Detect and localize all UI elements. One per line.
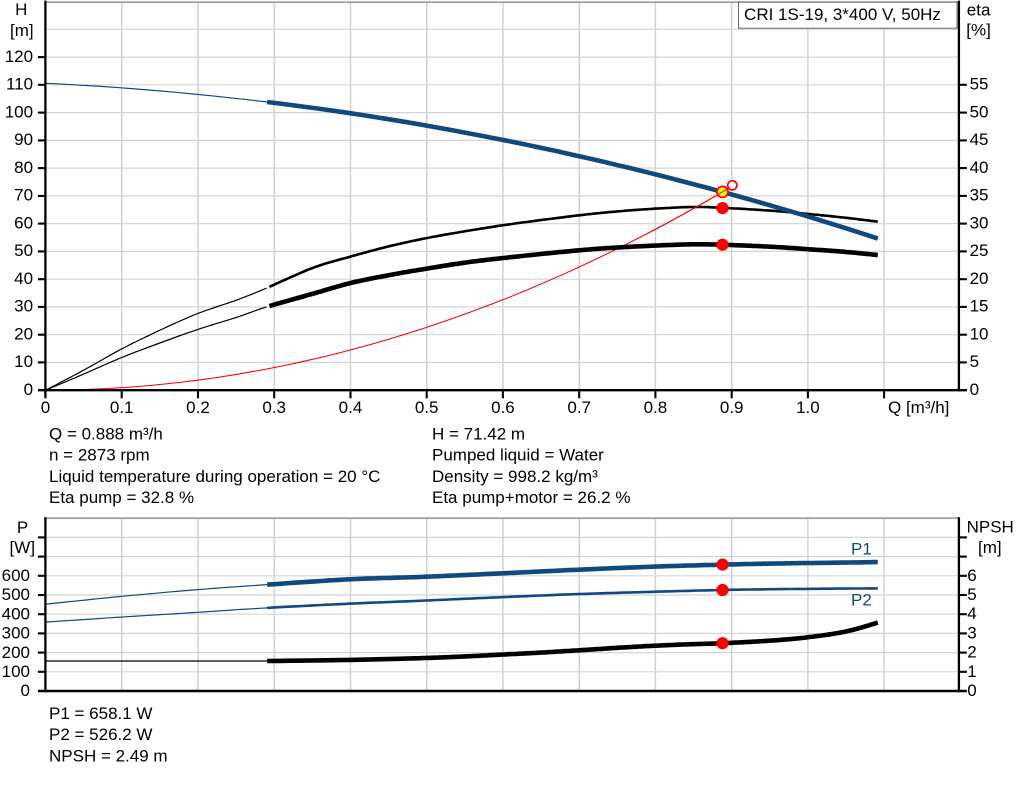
svg-text:40: 40 <box>970 158 989 177</box>
svg-text:120: 120 <box>5 47 33 66</box>
svg-text:Pumped liquid = Water: Pumped liquid = Water <box>432 446 604 465</box>
svg-text:45: 45 <box>970 130 989 149</box>
svg-text:4: 4 <box>967 604 976 623</box>
svg-text:0.5: 0.5 <box>415 398 439 417</box>
svg-text:[m]: [m] <box>978 538 1002 557</box>
svg-text:10: 10 <box>14 352 33 371</box>
svg-text:2: 2 <box>967 643 976 662</box>
svg-text:CRI 1S-19, 3*400 V, 50Hz: CRI 1S-19, 3*400 V, 50Hz <box>744 5 941 24</box>
svg-text:n = 2873 rpm: n = 2873 rpm <box>49 446 150 465</box>
svg-text:0.1: 0.1 <box>110 398 134 417</box>
svg-text:0.7: 0.7 <box>567 398 591 417</box>
svg-text:20: 20 <box>14 324 33 343</box>
svg-text:40: 40 <box>14 269 33 288</box>
svg-text:0: 0 <box>970 380 979 399</box>
svg-text:Eta pump = 32.8 %: Eta pump = 32.8 % <box>49 488 194 507</box>
svg-text:5: 5 <box>970 352 979 371</box>
svg-text:200: 200 <box>2 643 30 662</box>
svg-text:Q [m³/h]: Q [m³/h] <box>888 398 949 417</box>
svg-text:P2 = 526.2 W: P2 = 526.2 W <box>49 725 152 744</box>
svg-text:5: 5 <box>967 585 976 604</box>
svg-text:400: 400 <box>2 604 30 623</box>
svg-text:25: 25 <box>970 241 989 260</box>
svg-text:[m]: [m] <box>10 21 34 40</box>
svg-text:P1: P1 <box>851 540 872 559</box>
svg-text:0.2: 0.2 <box>186 398 210 417</box>
svg-text:P1 = 658.1 W: P1 = 658.1 W <box>49 704 152 723</box>
svg-text:0.9: 0.9 <box>720 398 744 417</box>
svg-text:55: 55 <box>970 75 989 94</box>
svg-text:15: 15 <box>970 297 989 316</box>
svg-text:6: 6 <box>967 566 976 585</box>
svg-text:Q = 0.888 m³/h: Q = 0.888 m³/h <box>49 424 163 443</box>
svg-text:P2: P2 <box>851 591 872 610</box>
svg-text:100: 100 <box>2 662 30 681</box>
svg-text:60: 60 <box>14 213 33 232</box>
svg-text:H = 71.42 m: H = 71.42 m <box>432 424 525 443</box>
svg-text:[W]: [W] <box>10 538 36 557</box>
svg-text:300: 300 <box>2 624 30 643</box>
svg-text:0.6: 0.6 <box>491 398 515 417</box>
svg-text:0: 0 <box>21 681 30 700</box>
svg-text:NPSH: NPSH <box>967 518 1014 537</box>
svg-text:110: 110 <box>6 75 33 94</box>
svg-text:70: 70 <box>14 186 33 205</box>
svg-text:H: H <box>15 0 27 19</box>
svg-text:50: 50 <box>14 241 33 260</box>
svg-text:1.0: 1.0 <box>796 398 820 417</box>
svg-text:35: 35 <box>970 186 989 205</box>
svg-text:50: 50 <box>970 102 989 121</box>
svg-text:90: 90 <box>14 130 33 149</box>
svg-text:eta: eta <box>967 0 991 19</box>
svg-text:30: 30 <box>970 213 989 232</box>
svg-text:500: 500 <box>2 585 30 604</box>
svg-text:0.3: 0.3 <box>262 398 286 417</box>
svg-text:0: 0 <box>967 681 976 700</box>
svg-text:0: 0 <box>24 380 33 399</box>
svg-text:0.8: 0.8 <box>644 398 668 417</box>
svg-text:600: 600 <box>2 566 30 585</box>
svg-text:10: 10 <box>970 324 989 343</box>
svg-text:Density = 998.2 kg/m³: Density = 998.2 kg/m³ <box>432 467 598 486</box>
svg-text:80: 80 <box>14 158 33 177</box>
svg-text:0.4: 0.4 <box>339 398 363 417</box>
svg-text:3: 3 <box>967 623 976 642</box>
svg-text:30: 30 <box>14 297 33 316</box>
svg-text:Eta pump+motor = 26.2 %: Eta pump+motor = 26.2 % <box>432 488 630 507</box>
svg-text:P: P <box>17 518 28 537</box>
svg-text:20: 20 <box>970 269 989 288</box>
svg-text:NPSH = 2.49 m: NPSH = 2.49 m <box>49 747 168 766</box>
svg-text:[%]: [%] <box>966 21 991 40</box>
svg-text:Liquid temperature during oper: Liquid temperature during operation = 20… <box>49 467 380 486</box>
svg-text:100: 100 <box>5 102 33 121</box>
svg-text:0: 0 <box>41 398 50 417</box>
svg-text:1: 1 <box>967 662 976 681</box>
